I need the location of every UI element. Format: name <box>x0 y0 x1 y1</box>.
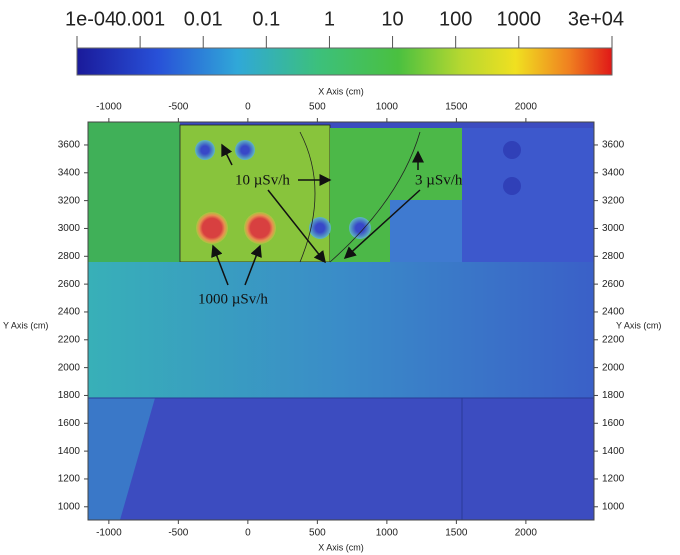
y-tick-label: 3400 <box>58 167 81 178</box>
annotation: 10 µSv/h <box>235 172 290 188</box>
y-tick-label: 3400 <box>602 167 625 178</box>
y-tick-label: 1600 <box>58 418 81 429</box>
annotation: 1000 µSv/h <box>198 291 268 307</box>
y-tick-label: 3200 <box>602 195 625 206</box>
x-tick-label: 1000 <box>376 528 399 539</box>
y-tick-label: 2200 <box>602 334 625 345</box>
field <box>87 121 595 521</box>
x-tick-label: -500 <box>168 102 188 113</box>
x-tick-label: 2000 <box>515 528 538 539</box>
y-tick-label: 1200 <box>58 474 81 485</box>
x-axis-label: X Axis (cm) <box>318 542 364 552</box>
y-tick-label: 3200 <box>58 195 81 206</box>
annotation: 3 µSv/h <box>415 172 463 188</box>
colorbar-tick-label: 1 <box>324 8 335 30</box>
y-tick-label: 1400 <box>58 446 81 457</box>
y-tick-label: 3000 <box>602 223 625 234</box>
arrows <box>211 143 424 286</box>
x-tick-label: 1500 <box>445 528 468 539</box>
x-tick-label: 0 <box>245 102 251 113</box>
x-tick-label: 0 <box>245 528 251 539</box>
y-tick-label: 1800 <box>602 390 625 401</box>
y-tick-label: 2400 <box>58 307 81 318</box>
colorbar-tick-label: 1e-04 <box>65 8 116 30</box>
x-tick-label: 2000 <box>515 102 538 113</box>
y-tick-label: 2200 <box>58 334 81 345</box>
colorbar-tick-label: 0.1 <box>252 8 280 30</box>
x-tick-label: -500 <box>168 528 188 539</box>
y-tick-label: 2800 <box>58 251 81 262</box>
x-tick-label: 500 <box>309 528 326 539</box>
x-tick-label: -1000 <box>96 528 122 539</box>
y-tick-label: 2000 <box>602 362 625 373</box>
x-tick-label: 1000 <box>376 102 399 113</box>
colorbar-tick-label: 3e+04 <box>568 8 624 30</box>
colorbar-tick-label: 10 <box>381 8 403 30</box>
y-tick-label: 3600 <box>58 140 81 151</box>
y-axis-label: Y Axis (cm) <box>3 320 48 330</box>
y-tick-label: 2400 <box>602 307 625 318</box>
y-tick-label: 2600 <box>602 279 625 290</box>
colorbar <box>76 47 613 76</box>
x-tick-label: 500 <box>309 102 326 113</box>
y-tick-label: 1200 <box>602 474 625 485</box>
y-tick-label: 3000 <box>58 223 81 234</box>
y-tick-label: 1800 <box>58 390 81 401</box>
y-tick-label: 1000 <box>602 501 625 512</box>
y-tick-label: 2800 <box>602 251 625 262</box>
colorbar-tick-label: 0.01 <box>184 8 223 30</box>
y-tick-label: 2000 <box>58 362 81 373</box>
x-tick-label: -1000 <box>96 102 122 113</box>
y-tick-label: 1000 <box>58 501 81 512</box>
y-tick-label: 2600 <box>58 279 81 290</box>
y-tick-label: 1400 <box>602 446 625 457</box>
colorbar-tick-label: 0.001 <box>115 8 165 30</box>
y-tick-label: 1600 <box>602 418 625 429</box>
y-axis-label: Y Axis (cm) <box>616 320 661 330</box>
x-axis-label: X Axis (cm) <box>318 86 364 96</box>
x-tick-label: 1500 <box>445 102 468 113</box>
colorbar-tick-label: 100 <box>439 8 472 30</box>
colorbar-tick-label: 1000 <box>497 8 542 30</box>
y-tick-label: 3600 <box>602 140 625 151</box>
